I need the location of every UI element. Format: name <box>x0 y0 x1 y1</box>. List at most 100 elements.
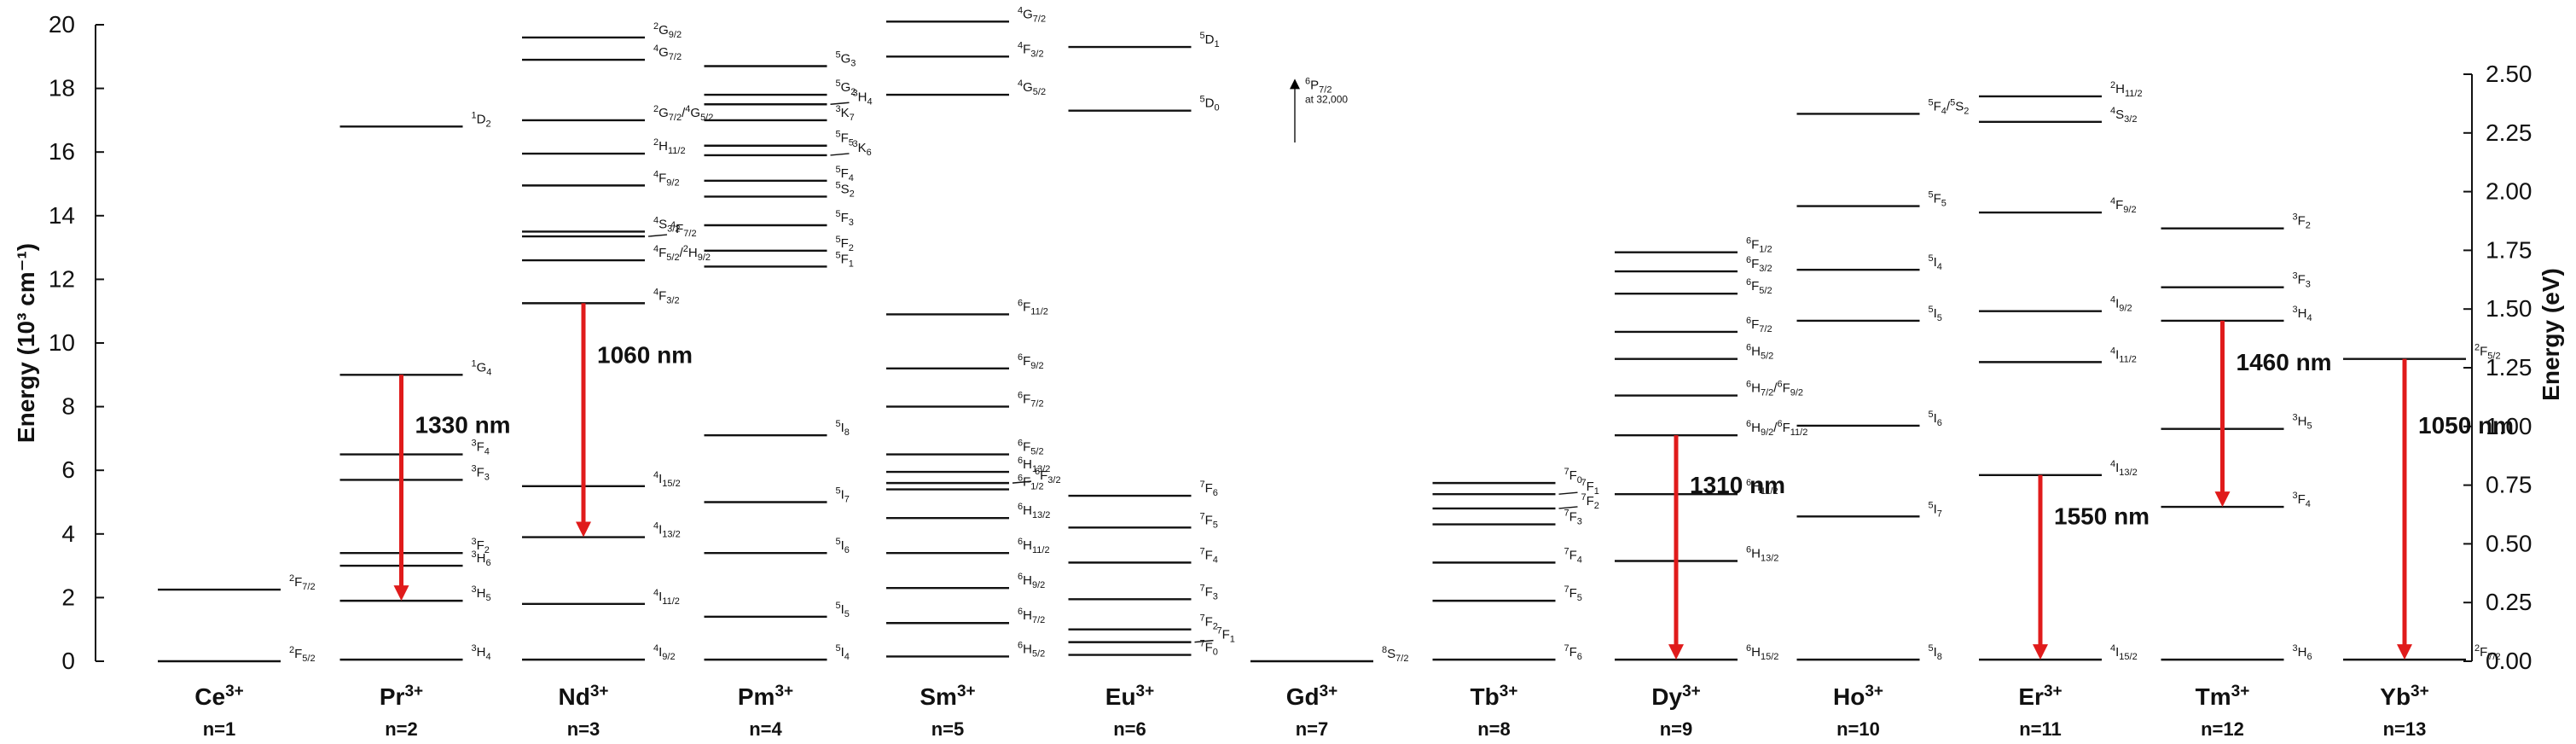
transition-label: 1310 nm <box>1690 472 1785 498</box>
level-label: 2F7/2​ <box>2474 643 2501 662</box>
level-label: 6F3/2​ <box>1035 467 1061 485</box>
right-tick-label: 2.50 <box>2486 61 2532 87</box>
level-label: 5F3​ <box>836 209 854 228</box>
level-label: 5I8​ <box>1929 643 1942 662</box>
left-tick-label: 10 <box>49 329 75 356</box>
transition-arrow-head <box>576 521 591 538</box>
level-label: 4I15/2​ <box>2110 643 2138 662</box>
level-label: 5I6​ <box>1929 410 1942 428</box>
ion-n-label: n=6 <box>1113 718 1146 740</box>
level-label: 6F5/2​ <box>1018 439 1044 457</box>
level-label: 5I5​ <box>1929 305 1942 323</box>
ion-label: Ho3+ <box>1833 683 1883 710</box>
level-label: 7F6​ <box>1564 643 1582 662</box>
level-label: 5G3​ <box>836 49 856 68</box>
transition-arrow-head <box>2214 491 2231 508</box>
left-tick-label: 4 <box>61 520 75 547</box>
level-label: 5I6​ <box>836 537 850 555</box>
left-tick-label: 0 <box>61 648 75 674</box>
level-label: 7F0​ <box>1564 467 1582 485</box>
level-label: 6F11/2​ <box>1018 298 1048 317</box>
level-label: 7F5​ <box>1200 511 1218 530</box>
ion-label: Er3+ <box>2018 683 2062 710</box>
transition-arrow-head <box>1668 644 1684 660</box>
level-label: 2H11/2​ <box>653 137 686 156</box>
level-label: 4G5/2​ <box>1018 78 1046 97</box>
level-label: 1D2​ <box>472 110 491 129</box>
transition-label: 1330 nm <box>415 412 511 439</box>
level-label: 4F5/2​/2H9/2​ <box>653 244 711 263</box>
level-label: 4G7/2​ <box>653 44 682 62</box>
level-label: 6F5/2​ <box>1746 277 1772 296</box>
transition-arrow-head <box>2033 644 2048 660</box>
left-tick-label: 20 <box>49 11 75 38</box>
ion-n-label: n=7 <box>1296 718 1329 740</box>
level-pointer <box>1194 639 1214 643</box>
level-label: 3H5​ <box>2293 413 2312 432</box>
level-label: 5S2​ <box>836 180 855 199</box>
level-label: 7F2​ <box>1581 492 1599 511</box>
transition-label: 1460 nm <box>2237 349 2332 375</box>
level-label: 5F5​ <box>1929 190 1947 209</box>
level-label: 7F0​ <box>1200 639 1218 658</box>
level-label: 6H9/2​/6F11/2​ <box>1746 419 1807 438</box>
level-label: 5F1​ <box>836 250 854 269</box>
level-label: 3H4​ <box>472 643 491 662</box>
right-tick-label: 2.00 <box>2486 178 2532 205</box>
level-label: 2F5/2​ <box>2474 343 2501 362</box>
level-label: 6H7/2​ <box>1018 607 1045 625</box>
level-label: 2F7/2​ <box>289 573 316 592</box>
ion-label: Gd3+ <box>1286 683 1338 710</box>
level-label: 4I9/2​ <box>2110 295 2132 314</box>
ion-n-label: n=3 <box>567 718 600 740</box>
level-label: 3F3​ <box>2293 271 2311 290</box>
note-sublabel: at 32,000 <box>1305 93 1348 105</box>
level-label: 7F5​ <box>1564 584 1582 603</box>
level-label: 5I5​ <box>836 601 850 619</box>
level-label: 5I4​ <box>1929 253 1942 272</box>
level-label: 5F4​ <box>836 165 854 183</box>
level-label: 5I8​ <box>836 419 850 438</box>
level-label: 3H6​ <box>472 549 491 568</box>
ion-label: Yb3+ <box>2380 683 2428 710</box>
level-label: 5I4​ <box>836 643 850 662</box>
level-label: 6H13/2​ <box>1018 456 1050 474</box>
level-label: 7F3​ <box>1200 583 1218 602</box>
level-label: 5I7​ <box>836 486 850 505</box>
ion-label: Sm3+ <box>920 683 975 710</box>
level-label: 3F2​ <box>2293 212 2311 231</box>
level-label: 4S3/2​ <box>653 215 680 234</box>
ion-n-label: n=8 <box>1477 718 1511 740</box>
level-label: 4F3/2​ <box>1018 40 1044 59</box>
level-label: 3K7​ <box>836 104 855 123</box>
ion-n-label: n=5 <box>931 718 965 740</box>
transition-arrow-head <box>2397 644 2412 660</box>
note-label: 6P7/2​ <box>1305 76 1332 95</box>
ion-label: Pr3+ <box>380 683 423 710</box>
ion-label: Tm3+ <box>2196 683 2250 710</box>
level-label: 5F5​ <box>836 130 854 148</box>
right-tick-label: 2.25 <box>2486 119 2532 146</box>
ion-n-label: n=9 <box>1660 718 1693 740</box>
level-label: 6F7/2​ <box>1746 316 1772 334</box>
level-label: 3H5​ <box>472 584 491 603</box>
ion-n-label: n=2 <box>385 718 418 740</box>
level-label: 6F3/2​ <box>1746 255 1772 274</box>
level-label: 7F3​ <box>1564 509 1582 527</box>
level-label: 4I11/2​ <box>2110 346 2137 364</box>
ion-label: Tb3+ <box>1471 683 1518 710</box>
level-label: 1G4​ <box>472 358 492 377</box>
transition-arrow-head <box>393 585 409 602</box>
level-label: 5D0​ <box>1200 95 1220 113</box>
level-label: 6F1/2​ <box>1746 236 1772 255</box>
level-label: 6H5/2​ <box>1746 343 1773 362</box>
level-label: 6H11/2​ <box>1746 478 1778 497</box>
right-tick-label: 1.25 <box>2486 354 2532 381</box>
ion-n-label: n=4 <box>749 718 782 740</box>
ion-label: Dy3+ <box>1651 683 1700 710</box>
ion-n-label: n=13 <box>2383 718 2427 740</box>
level-label: 6H7/2​/6F9/2​ <box>1746 380 1803 398</box>
level-label: 4I13/2​ <box>653 521 681 540</box>
transition-label: 1550 nm <box>2054 503 2150 529</box>
